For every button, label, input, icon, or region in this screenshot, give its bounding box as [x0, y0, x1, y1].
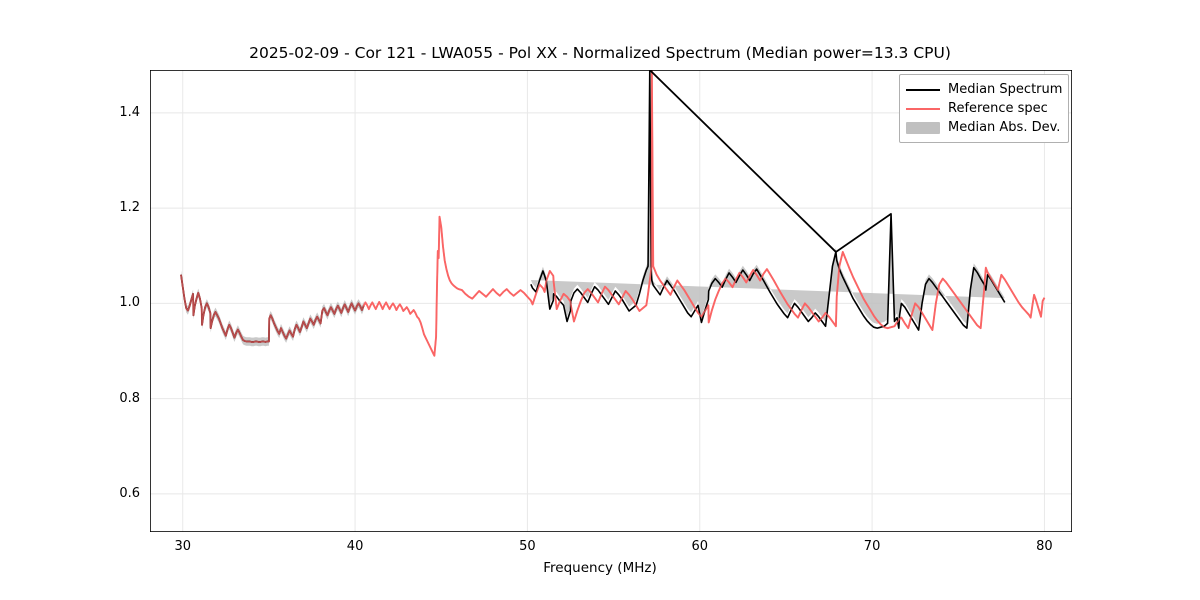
y-axis-label: Normalized Power	[0, 80, 3, 202]
x-tick-label: 50	[519, 539, 536, 554]
y-tick-label: 1.2	[119, 200, 140, 216]
x-tick-label: 70	[863, 539, 881, 554]
reference-spec-overlay	[180, 70, 1046, 357]
y-tick-label: 1.4	[119, 104, 140, 120]
y-tick-label: 0.6	[119, 485, 140, 501]
x-tick-label: 30	[174, 539, 191, 554]
chart-title: 2025-02-09 - Cor 121 - LWA055 - Pol XX -…	[249, 44, 951, 62]
legend-item[interactable]: Median Spectrum	[906, 80, 1062, 99]
x-axis-label: Frequency (MHz)	[543, 560, 657, 576]
legend-item[interactable]: Reference spec	[906, 99, 1062, 118]
x-tick-label: 80	[1036, 539, 1053, 554]
spectrum-plot-svg	[150, 70, 1072, 532]
legend-label: Median Abs. Dev.	[948, 120, 1061, 135]
legend-swatch-patch-icon	[906, 121, 940, 134]
legend-item[interactable]: Median Abs. Dev.	[906, 118, 1062, 137]
plot-area	[150, 70, 1072, 532]
x-tick-label: 60	[691, 539, 709, 554]
y-tick-label: 1.0	[119, 295, 140, 311]
median-rfi-spikes	[649, 70, 892, 254]
legend-label: Median Spectrum	[948, 82, 1063, 97]
legend[interactable]: Median Spectrum Reference spec Median Abs.…	[899, 74, 1069, 143]
legend-swatch-line-icon	[906, 102, 940, 116]
legend-swatch-line-icon	[906, 83, 940, 97]
y-tick-label: 0.8	[119, 390, 140, 406]
x-tick-label: 40	[346, 539, 364, 554]
legend-label: Reference spec	[948, 101, 1048, 116]
spectrum-series-group	[180, 70, 1046, 357]
